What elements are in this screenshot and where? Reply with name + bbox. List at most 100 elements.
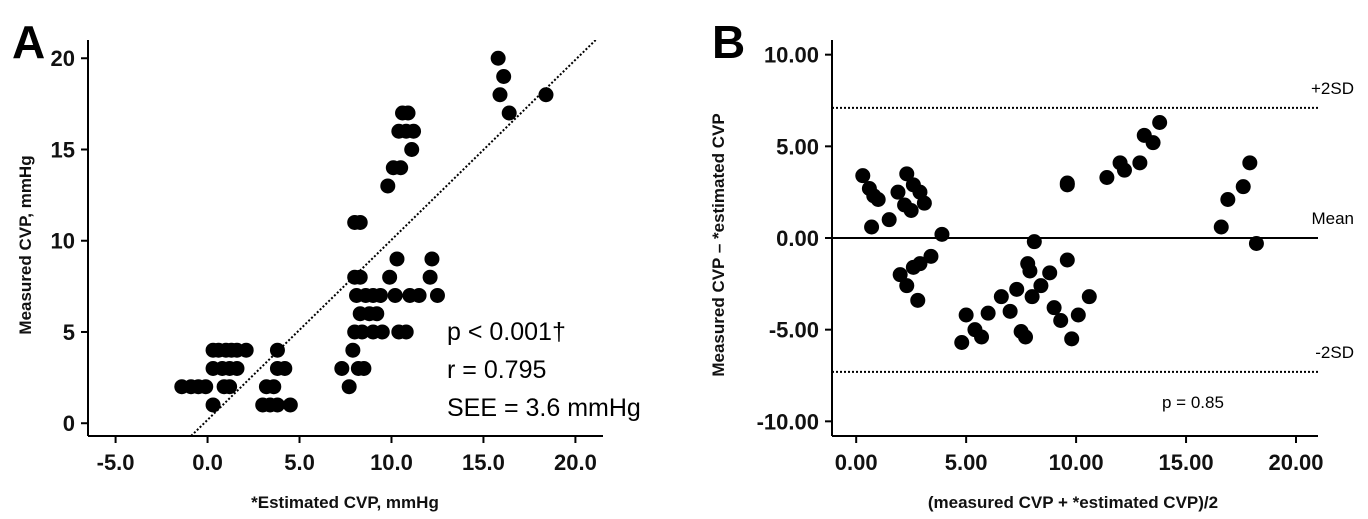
see-annotation: SEE = 3.6 mmHg: [447, 394, 641, 422]
panel-a-y-axis-label: Measured CVP, mmHg: [16, 155, 35, 334]
data-point: [1213, 219, 1229, 235]
data-point: [429, 287, 445, 303]
x-tick-label: 20.0: [554, 450, 597, 475]
panel-a-label: A: [12, 16, 45, 68]
data-point: [1152, 115, 1168, 130]
reference-line-label: Mean: [1311, 209, 1354, 228]
data-point: [354, 324, 370, 340]
p-value-annotation-b: p = 0.85: [1162, 393, 1224, 412]
data-point: [1220, 192, 1236, 207]
data-point: [424, 251, 440, 267]
panel-a-y-ticks: 0 5 10 15 20: [51, 46, 88, 436]
data-point: [1145, 135, 1161, 151]
data-point: [1099, 170, 1115, 185]
data-point: [958, 307, 974, 323]
data-point: [229, 360, 245, 376]
x-tick-label: 15.0: [462, 450, 505, 475]
data-point: [393, 160, 409, 176]
data-point: [1042, 265, 1058, 281]
panel-b-points: [855, 115, 1264, 350]
panel-a-points: [174, 50, 554, 413]
data-point: [870, 192, 886, 207]
data-point: [282, 397, 298, 413]
x-tick-label: 10.0: [370, 450, 413, 475]
data-point: [1009, 281, 1025, 297]
data-point: [1081, 289, 1097, 305]
data-point: [538, 87, 554, 103]
data-point: [890, 184, 906, 200]
data-point: [993, 289, 1009, 305]
data-point: [1248, 236, 1264, 251]
reference-line-label: +2SD: [1311, 79, 1354, 98]
data-point: [923, 248, 939, 264]
x-tick-label: 10.00: [1049, 450, 1104, 475]
data-point: [855, 168, 871, 184]
x-tick-label: 20.00: [1268, 450, 1323, 475]
r-value-annotation: r = 0.795: [447, 356, 546, 384]
data-point: [422, 269, 438, 285]
data-point: [352, 269, 368, 285]
data-point: [954, 335, 970, 350]
data-point: [356, 360, 372, 376]
panel-a: A -5.0 0.0 5.0 10.0 15.0 20.0 0 5 10 15 20 *Estim…: [12, 16, 641, 512]
y-tick-label: 20: [51, 46, 75, 71]
data-point: [912, 256, 928, 272]
data-point: [400, 105, 416, 121]
data-point: [1026, 234, 1042, 250]
data-point: [345, 342, 361, 358]
y-tick-label: 0.00: [776, 226, 819, 251]
data-point: [934, 226, 950, 242]
data-point: [369, 306, 385, 322]
data-point: [1132, 155, 1148, 171]
data-point: [222, 379, 238, 395]
data-point: [372, 287, 388, 303]
data-point: [1022, 263, 1038, 279]
data-point: [916, 195, 932, 211]
data-point: [1242, 155, 1258, 171]
data-point: [198, 379, 214, 395]
data-point: [411, 287, 427, 303]
x-tick-label: 15.00: [1159, 450, 1214, 475]
data-point: [1116, 162, 1132, 178]
data-point: [899, 278, 915, 294]
data-point: [382, 269, 398, 285]
data-point: [1002, 303, 1018, 319]
data-point: [1018, 329, 1034, 345]
panel-b: B 0.00 5.00 10.00 15.00 20.00 10.005.000.00-…: [709, 16, 1354, 512]
y-tick-label: 0: [63, 411, 75, 436]
y-tick-label: 10.00: [764, 43, 819, 68]
data-point: [406, 123, 422, 139]
y-tick-label: -10.00: [757, 409, 819, 434]
y-tick-label: 5.00: [776, 134, 819, 159]
data-point: [238, 342, 254, 358]
panel-a-x-axis-label: *Estimated CVP, mmHg: [251, 493, 439, 512]
data-point: [380, 178, 396, 194]
data-point: [334, 360, 350, 376]
data-point: [1046, 300, 1062, 316]
data-point: [496, 68, 512, 84]
p-value-annotation: p < 0.001†: [447, 318, 566, 346]
data-point: [974, 329, 990, 345]
data-point: [1070, 307, 1086, 323]
y-tick-label: -5.00: [769, 318, 819, 343]
data-point: [266, 379, 282, 395]
x-tick-label: 5.00: [945, 450, 988, 475]
data-point: [903, 203, 919, 218]
y-tick-label: 5: [63, 320, 75, 345]
data-point: [1059, 175, 1075, 191]
panel-b-reference-lines: +2SD Mean -2SD: [832, 79, 1354, 373]
data-point: [389, 251, 405, 267]
data-point: [352, 214, 368, 230]
data-point: [490, 50, 506, 66]
data-point: [1033, 278, 1049, 294]
panel-b-x-ticks: 0.00 5.00 10.00 15.00 20.00: [835, 436, 1324, 475]
data-point: [374, 324, 390, 340]
panel-a-x-ticks: -5.0 0.0 5.0 10.0 15.0 20.0: [97, 436, 597, 475]
data-point: [387, 287, 403, 303]
data-point: [269, 397, 285, 413]
data-point: [492, 87, 508, 103]
data-point: [1235, 179, 1251, 195]
data-point: [398, 324, 414, 340]
data-point: [1059, 252, 1075, 268]
